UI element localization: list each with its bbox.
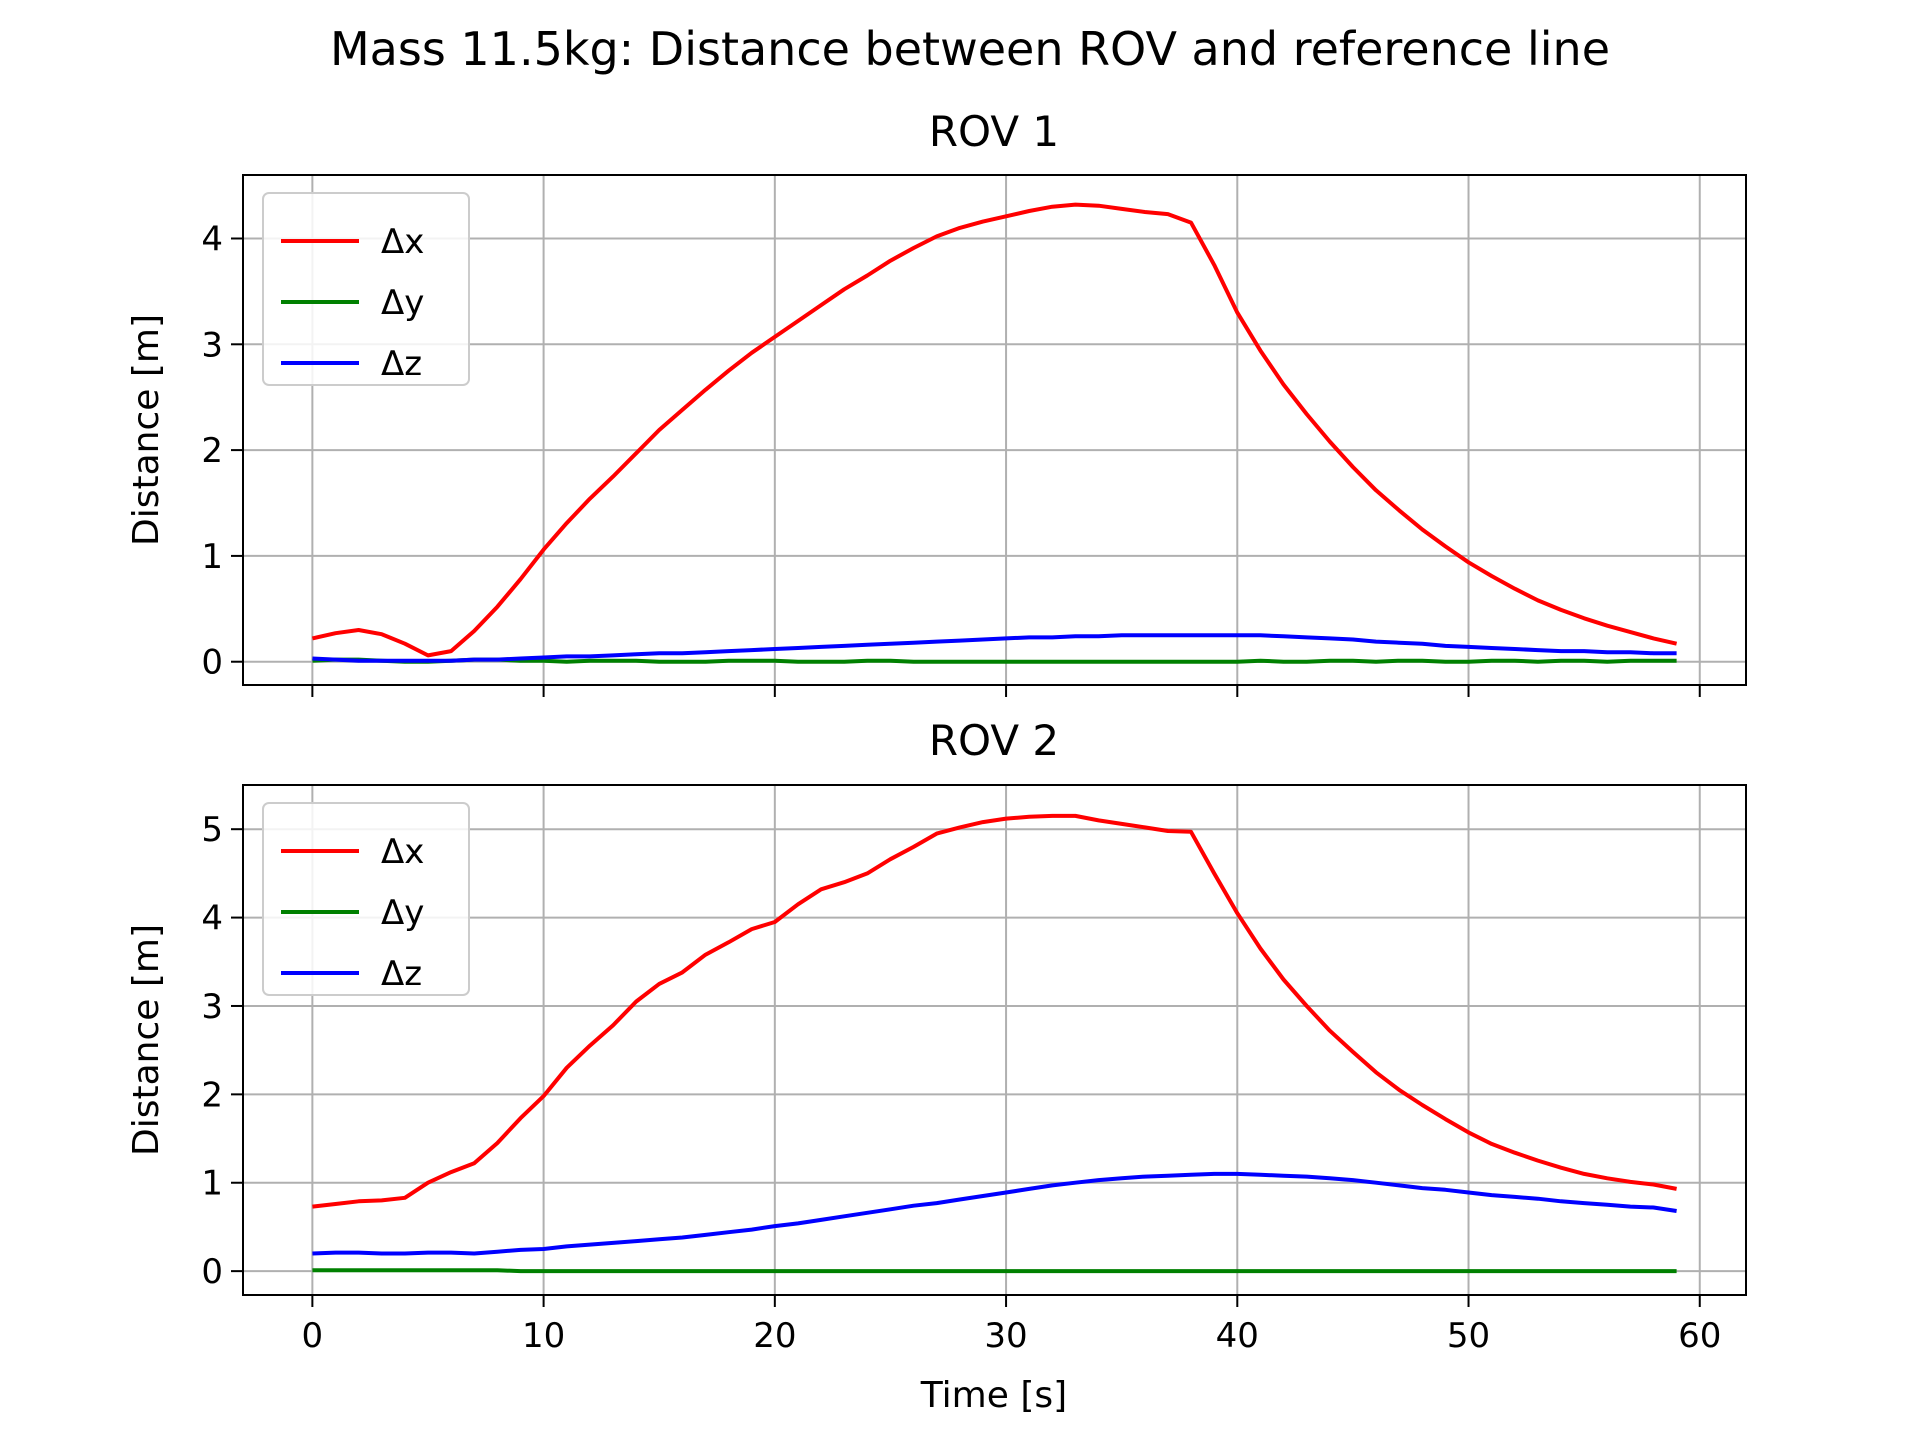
rov1-title: ROV 1 bbox=[929, 107, 1059, 156]
rov1-series-line-1 bbox=[311, 202, 1678, 658]
rov2-xtick-label: 30 bbox=[984, 1316, 1027, 1356]
rov2-ylabel: Distance [m] bbox=[126, 924, 167, 1156]
rov2-title: ROV 2 bbox=[929, 716, 1059, 765]
figure-suptitle: Mass 11.5kg: Distance between ROV and re… bbox=[330, 22, 1610, 76]
rov2-axes-frame bbox=[242, 784, 1747, 1296]
rov2-ytick-label: 2 bbox=[201, 1075, 223, 1115]
rov1-ytick-label: 0 bbox=[201, 643, 223, 683]
rov1-ticks: 0 1 2 3 4 bbox=[201, 219, 1701, 697]
rov1-series-line-2 bbox=[312, 657, 1677, 664]
rov2-legend: Δx Δy Δz bbox=[262, 802, 470, 996]
rov2-series-line-1 bbox=[312, 813, 1677, 1209]
rov2-panel: ROV 2 0 10 20 30 40 50 60 0 1 2 3 4 5 Distance [m] Δ… bbox=[126, 716, 1747, 1356]
rov1-legend-box bbox=[262, 192, 470, 386]
rov1-legend: Δx Δy Δz bbox=[262, 192, 470, 386]
rov1-ylabel: Distance [m] bbox=[126, 314, 167, 546]
rov2-legend-box bbox=[262, 802, 470, 996]
figure-xlabel: Time [s] bbox=[920, 1375, 1067, 1416]
rov2-xtick-label: 10 bbox=[522, 1316, 565, 1356]
rov1-legend-label: Δz bbox=[381, 344, 422, 384]
rov1-axes-frame bbox=[242, 174, 1747, 686]
rov2-lines bbox=[312, 813, 1677, 1274]
rov2-legend-label: Δx bbox=[381, 832, 424, 872]
rov2-ytick-label: 4 bbox=[201, 899, 223, 939]
rov1-ytick-label: 4 bbox=[201, 219, 223, 259]
rov1-panel: ROV 1 0 1 2 3 4 Distance [m] Δx Δy Δz bbox=[126, 107, 1747, 697]
rov1-ytick-label: 1 bbox=[201, 537, 223, 577]
rov2-xtick-label: 50 bbox=[1447, 1316, 1490, 1356]
rov2-ytick-label: 5 bbox=[201, 810, 223, 850]
rov2-series-line-3 bbox=[312, 1171, 1677, 1256]
rov2-xtick-label: 20 bbox=[753, 1316, 796, 1356]
rov2-xtick-label: 40 bbox=[1216, 1316, 1259, 1356]
rov2-xtick-label: 0 bbox=[302, 1316, 324, 1356]
rov1-lines bbox=[311, 202, 1678, 664]
rov2-xtick-label: 60 bbox=[1678, 1316, 1721, 1356]
rov1-legend-label: Δx bbox=[381, 222, 424, 262]
rov1-ytick-label: 2 bbox=[201, 431, 223, 471]
rov2-legend-label: Δy bbox=[381, 893, 424, 933]
rov2-ytick-label: 1 bbox=[201, 1164, 223, 1204]
rov1-ytick-label: 3 bbox=[201, 325, 223, 365]
rov1-series-line-3 bbox=[312, 633, 1677, 663]
rov2-ytick-label: 0 bbox=[201, 1252, 223, 1292]
rov2-ytick-label: 3 bbox=[201, 987, 223, 1027]
rov1-legend-label: Δy bbox=[381, 283, 424, 323]
rov2-ticks: 0 10 20 30 40 50 60 0 1 2 3 4 5 bbox=[201, 810, 1721, 1356]
rov2-legend-label: Δz bbox=[381, 954, 422, 994]
rov2-series-line-2 bbox=[312, 1268, 1677, 1274]
